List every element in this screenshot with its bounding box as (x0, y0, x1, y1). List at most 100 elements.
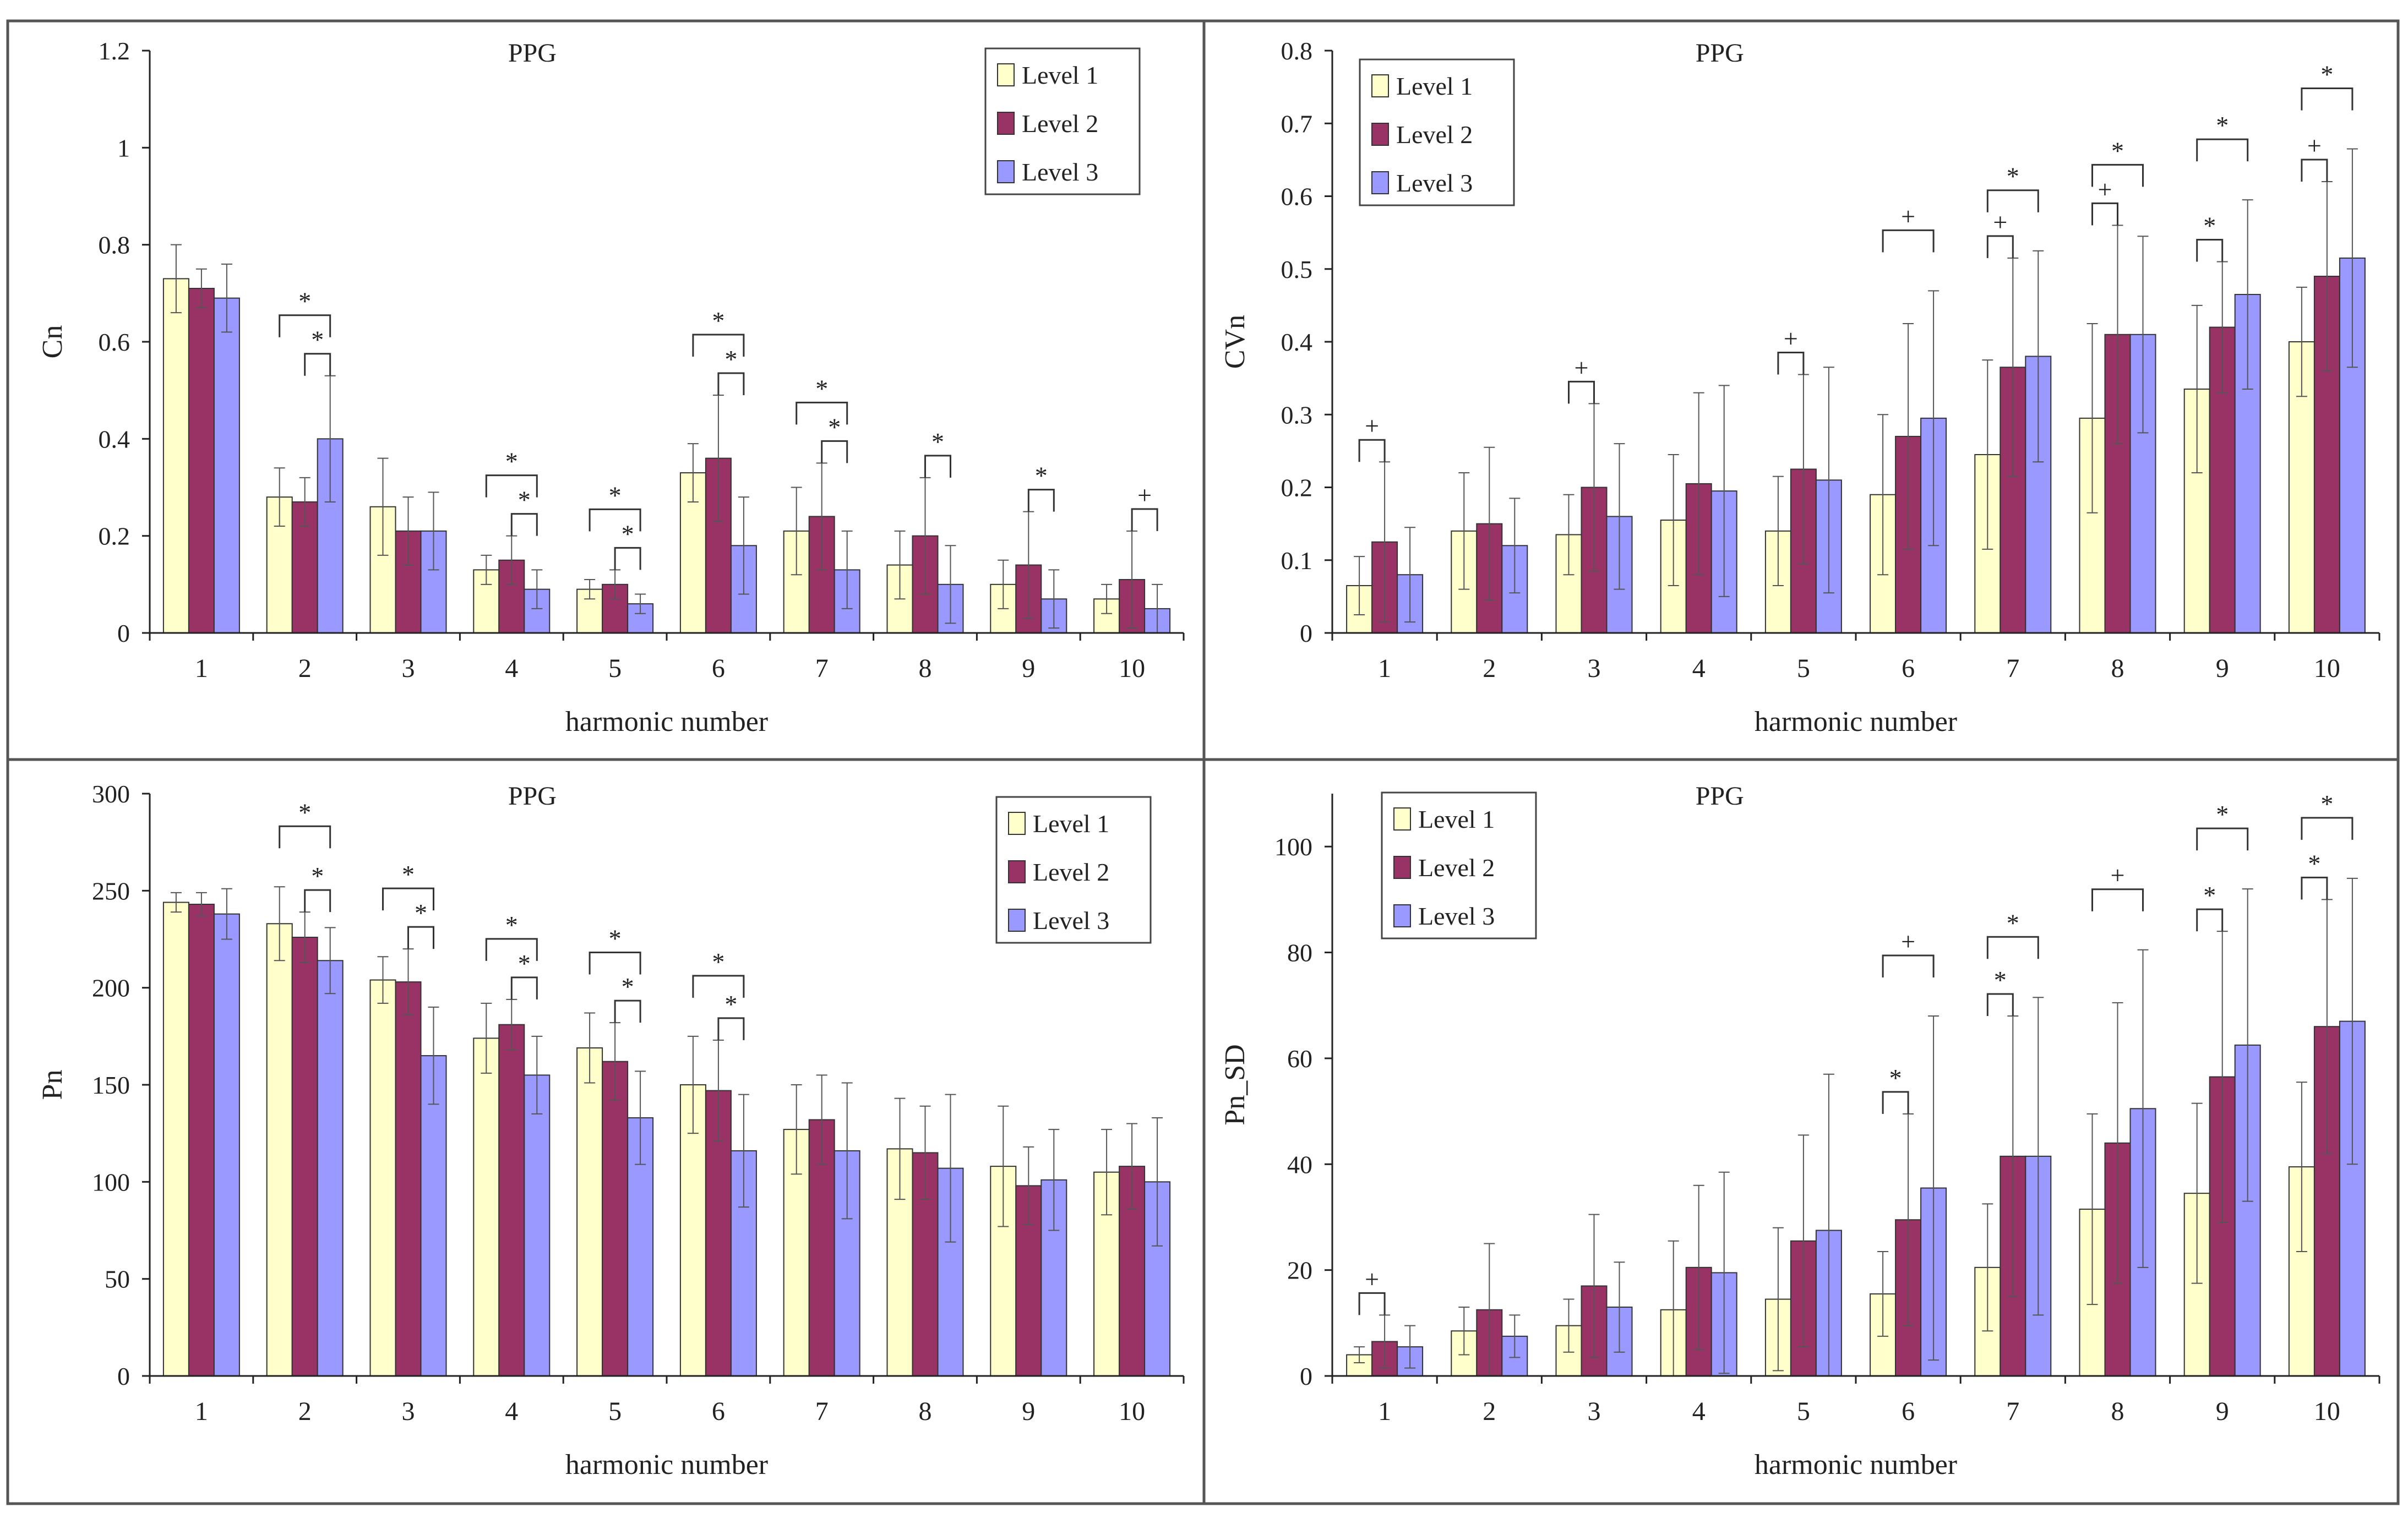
bracket-line (796, 401, 848, 425)
chart-panel-3: 0 50 100 150 200 250 300 1 2 3 4 5 6 7 8 9 10 harmonic nu… (37, 780, 1185, 1481)
significance-bracket: * (382, 860, 434, 911)
bracket-line (2301, 876, 2328, 900)
bar-level2 (188, 904, 215, 1376)
bar-level2 (291, 936, 318, 1377)
significance-mark: * (1035, 462, 1048, 490)
significance-mark: * (2007, 909, 2019, 937)
significance-bracket: * (2301, 61, 2353, 111)
bracket-line (717, 372, 745, 395)
x-tick-label: 9 (2216, 654, 2229, 683)
legend-label: Level 3 (1396, 169, 1473, 197)
bar-level2 (395, 981, 422, 1376)
significance-bracket: * (279, 798, 331, 849)
significance-bracket: + (2301, 132, 2328, 182)
bracket-line (1131, 508, 1158, 531)
bracket-line (2196, 827, 2249, 851)
significance-bracket: * (692, 307, 745, 357)
significance-mark: + (1137, 481, 1152, 509)
bar-level1 (576, 1047, 603, 1376)
significance-bracket: * (589, 925, 641, 975)
y-tick-label: 1 (117, 134, 130, 162)
bracket-line (1986, 993, 2014, 1016)
significance-bracket: * (2301, 790, 2353, 840)
bracket-line (382, 887, 434, 911)
significance-mark: * (712, 307, 724, 335)
legend-label: Level 2 (1033, 858, 1109, 886)
x-tick-label: 3 (1588, 654, 1601, 683)
y-tick-label: 250 (92, 877, 130, 905)
bracket-line (589, 508, 641, 532)
bar-level3 (213, 913, 240, 1376)
y-axis-title: CVn (1219, 315, 1251, 369)
significance-bracket: * (304, 326, 331, 376)
bar-level3 (317, 960, 344, 1376)
bracket-line (717, 1017, 745, 1040)
significance-bracket: * (407, 899, 434, 949)
bracket-line (924, 455, 951, 478)
x-axis-title: harmonic number (565, 706, 768, 738)
significance-bracket: + (1131, 481, 1158, 531)
significance-mark: * (2111, 136, 2124, 165)
bar-level3 (213, 297, 240, 633)
significance-bracket: * (2196, 111, 2249, 162)
x-tick-label: 5 (608, 654, 622, 683)
bar-level1 (266, 923, 293, 1376)
legend-label: Level 3 (1418, 902, 1495, 930)
bracket-line (279, 314, 331, 337)
x-axis-title: harmonic number (565, 1449, 768, 1481)
x-tick-label: 1 (1378, 1397, 1391, 1426)
bracket-line (2091, 888, 2144, 911)
x-tick-label: 4 (1692, 654, 1706, 683)
significance-bracket: * (2196, 881, 2224, 932)
y-tick-label: 0.6 (1281, 183, 1313, 211)
x-tick-label: 3 (1588, 1397, 1601, 1426)
significance-bracket: + (1986, 208, 2014, 258)
x-tick-label: 9 (1022, 1397, 1035, 1426)
significance-mark: * (1994, 966, 2007, 994)
bracket-line (2196, 239, 2224, 262)
chart-title: PPG (508, 39, 557, 68)
significance-bracket: * (717, 345, 745, 395)
significance-mark: + (1993, 208, 2007, 236)
x-tick-label: 1 (195, 654, 208, 683)
bracket-line (510, 513, 538, 536)
significance-mark: * (622, 520, 634, 548)
significance-bracket: * (614, 520, 641, 570)
bracket-line (279, 825, 331, 849)
legend-swatch-level1 (1008, 812, 1026, 835)
y-tick-label: 0.2 (99, 522, 130, 550)
significance-bracket: * (924, 428, 951, 478)
x-tick-label: 6 (712, 1397, 725, 1426)
significance-mark: * (931, 428, 944, 456)
significance-mark: + (1901, 927, 1915, 955)
y-tick-label: 0.4 (1281, 328, 1313, 356)
legend: Level 1 Level 2 Level 3 (995, 796, 1152, 944)
legend: Level 1 Level 2 Level 3 (1381, 791, 1537, 939)
significance-bracket: * (1986, 162, 2039, 212)
significance-bracket: * (1027, 462, 1055, 512)
chart-panel-2: 0 0.1 0.2 0.3 0.4 0.5 0.6 0.7 0.8 1 2 3 4 5 6 7 8 9 10 harm… (1219, 37, 2380, 738)
significance-bracket: * (796, 374, 848, 425)
bracket-line (2091, 163, 2144, 187)
x-tick-label: 3 (402, 654, 415, 683)
y-tick-label: 0 (1300, 1362, 1312, 1390)
significance-bracket: * (2091, 136, 2144, 187)
significance-bracket: * (589, 481, 641, 532)
significance-mark: * (402, 860, 415, 888)
bar-level3 (524, 1074, 551, 1377)
bracket-line (2091, 202, 2118, 226)
y-tick-label: 0.8 (1281, 37, 1313, 65)
y-tick-label: 80 (1287, 939, 1312, 967)
significance-bracket: * (2196, 212, 2224, 262)
bar-level1 (369, 979, 396, 1377)
significance-bracket: * (1882, 1064, 1909, 1114)
x-tick-label: 6 (1902, 1397, 1915, 1426)
bracket-line (1882, 229, 1935, 253)
x-tick-label: 10 (2314, 654, 2340, 683)
x-tick-label: 10 (1119, 1397, 1145, 1426)
legend-swatch-level1 (997, 63, 1015, 86)
chart-panel-1: 0 0.2 0.4 0.6 0.8 1 1.2 1 2 3 4 5 6 7 8 9 10 harmonic num… (37, 37, 1185, 738)
significance-bracket: * (2196, 800, 2249, 851)
y-tick-label: 0.3 (1281, 401, 1313, 429)
